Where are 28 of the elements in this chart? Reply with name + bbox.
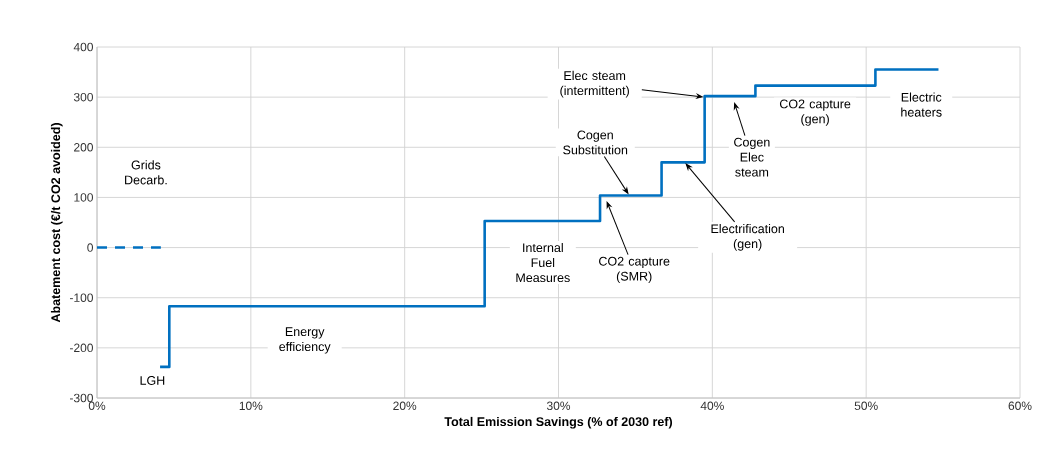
x-tick-label: 40%	[700, 401, 724, 411]
y-tick-label: -200	[69, 343, 94, 353]
x-tick-label: 0%	[88, 401, 106, 411]
x-tick-label: 60%	[1008, 401, 1032, 411]
x-tick-label: 30%	[546, 401, 571, 411]
annotation: Electrification (gen)	[711, 224, 784, 251]
annotation: CO2 capture (gen)	[779, 99, 851, 126]
y-tick-label: -100	[69, 293, 94, 302]
annotation: Energy efficiency	[279, 327, 331, 354]
annotation: Grids Decarb.	[125, 160, 167, 185]
x-tick-label: 10%	[239, 401, 263, 411]
annotation: Cogen Elec steam	[734, 137, 770, 177]
annotation: Internal Fuel Measures	[516, 242, 570, 283]
annotation: Cogen Substitution	[563, 130, 628, 155]
annotation: Electric heaters	[901, 92, 942, 117]
y-tick-label: 0	[87, 243, 94, 252]
x-tick-label: 20%	[393, 401, 417, 411]
y-tick-label: 200	[74, 143, 94, 152]
y-tick-label: 300	[73, 92, 94, 102]
annotation: Elec steam (intermittent)	[560, 70, 629, 98]
y-tick-label: -300	[69, 393, 94, 403]
y-axis-title: Abatement cost (€/t CO2 avoided)	[50, 123, 63, 323]
annotation: LGH	[140, 376, 165, 385]
x-tick-label: 50%	[854, 401, 878, 411]
y-tick-label: 100	[74, 193, 94, 202]
annotation: CO2 capture (SMR)	[599, 256, 670, 284]
x-axis-title: Total Emission Savings (% of 2030 ref)	[444, 416, 673, 429]
y-tick-label: 400	[73, 42, 94, 52]
